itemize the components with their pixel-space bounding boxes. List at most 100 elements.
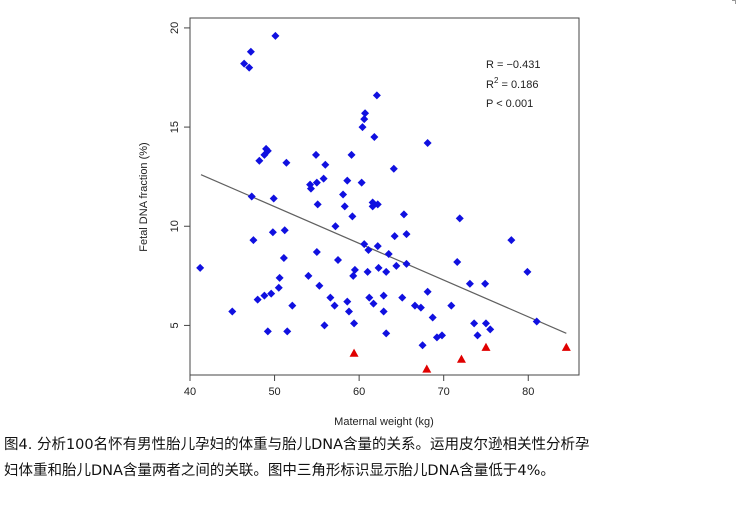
data-point-diamond: [343, 176, 352, 185]
data-marks: [196, 31, 571, 373]
x-tick-label: 70: [438, 386, 450, 398]
data-point-diamond: [372, 91, 381, 100]
data-point-diamond: [370, 133, 379, 141]
data-point-diamond: [364, 246, 373, 255]
data-point-diamond: [486, 325, 495, 334]
data-point-triangle: [422, 364, 432, 373]
y-tick-label: 10: [169, 220, 181, 232]
data-point-diamond: [481, 279, 490, 288]
data-point-diamond: [304, 271, 313, 280]
data-point-diamond: [473, 331, 482, 340]
data-point-diamond: [374, 263, 383, 272]
y-axis-label: Fetal DNA fraction (%): [138, 142, 150, 251]
data-point-diamond: [358, 123, 367, 132]
data-point-diamond: [379, 291, 388, 300]
data-point-diamond: [447, 301, 456, 310]
data-point-diamond: [245, 63, 254, 72]
data-point-diamond: [379, 307, 388, 316]
data-point-diamond: [319, 174, 328, 183]
data-point-diamond: [453, 257, 462, 266]
data-point-diamond: [315, 281, 324, 290]
data-point-diamond: [196, 263, 205, 272]
y-axis: 5 10 15 20: [169, 22, 190, 328]
data-point-diamond: [357, 178, 366, 187]
data-point-diamond: [271, 31, 280, 40]
regression-line: [200, 174, 567, 334]
data-point-diamond: [240, 59, 249, 68]
x-tick-label: 40: [184, 386, 196, 398]
data-point-diamond: [344, 307, 353, 316]
data-point-diamond: [507, 236, 516, 245]
data-point-diamond: [350, 319, 359, 328]
data-point-diamond: [275, 273, 284, 282]
data-point-diamond: [282, 158, 291, 167]
data-point-diamond: [402, 230, 411, 239]
data-point-triangle: [481, 342, 491, 351]
data-point-diamond: [423, 138, 432, 147]
plot-frame: [189, 17, 580, 376]
data-point-diamond: [392, 261, 401, 270]
data-point-diamond: [288, 301, 297, 310]
x-tick-label: 80: [522, 386, 534, 398]
corner-mark: [732, 0, 736, 4]
x-axis: 40 50 60 70 80: [184, 375, 534, 398]
data-point-diamond: [339, 190, 348, 199]
data-point-diamond: [399, 210, 408, 219]
data-point-diamond: [384, 250, 393, 259]
annotation-r: R = −0.431: [486, 59, 540, 71]
data-point-triangle: [456, 354, 466, 363]
data-point-diamond: [390, 232, 399, 241]
data-point-diamond: [365, 293, 374, 302]
data-point-diamond: [398, 293, 407, 302]
data-point-diamond: [279, 253, 288, 262]
data-point-diamond: [416, 303, 425, 312]
data-point-diamond: [326, 293, 335, 302]
data-point-diamond: [363, 267, 372, 276]
caption-line-2: 妇体重和胎儿DNA含量两者之间的关联。图中三角形标识显示胎儿DNA含量低于4%。: [4, 463, 555, 479]
data-point-diamond: [312, 178, 321, 187]
data-point-diamond: [373, 200, 382, 209]
data-point-diamond: [523, 267, 532, 276]
x-tick-label: 50: [268, 386, 280, 398]
x-axis-label: Maternal weight (kg): [334, 416, 434, 428]
data-point-diamond: [373, 242, 382, 251]
data-point-diamond: [268, 228, 277, 237]
data-point-diamond: [333, 255, 342, 264]
data-point-diamond: [306, 184, 315, 193]
annotation-p-value: P < 0.001: [486, 98, 533, 110]
caption-line-1: 图4. 分析100名怀有男性胎儿孕妇的体重与胎儿DNA含量的关系。运用皮尔逊相关…: [4, 437, 590, 453]
data-point-diamond: [360, 240, 369, 249]
y-tick-label: 5: [169, 322, 181, 328]
data-point-diamond: [348, 212, 357, 221]
data-point-diamond: [313, 200, 322, 209]
data-point-triangle: [349, 348, 359, 357]
data-point-diamond: [470, 319, 479, 328]
data-point-diamond: [428, 313, 437, 322]
data-point-diamond: [382, 267, 391, 276]
data-point-diamond: [423, 287, 432, 296]
data-point-diamond: [532, 317, 541, 326]
data-point-triangle: [561, 342, 571, 351]
data-point-diamond: [481, 319, 490, 328]
data-point-diamond: [340, 202, 349, 211]
figure-caption: 图4. 分析100名怀有男性胎儿孕妇的体重与胎儿DNA含量的关系。运用皮尔逊相关…: [4, 432, 732, 484]
data-point-diamond: [274, 283, 283, 292]
data-point-diamond: [331, 222, 340, 231]
data-point-diamond: [349, 271, 358, 280]
data-point-diamond: [382, 329, 391, 338]
x-tick-label: 60: [353, 386, 365, 398]
data-point-diamond: [260, 291, 269, 300]
y-tick-label: 15: [169, 121, 181, 133]
data-point-diamond: [246, 47, 255, 56]
data-point-diamond: [255, 156, 264, 165]
data-point-diamond: [361, 109, 370, 118]
data-point-diamond: [263, 146, 272, 155]
data-point-diamond: [389, 164, 398, 173]
data-point-diamond: [247, 192, 256, 201]
data-point-diamond: [312, 150, 321, 159]
data-point-diamond: [269, 194, 278, 203]
data-point-diamond: [343, 297, 352, 306]
data-point-diamond: [418, 341, 427, 350]
data-point-diamond: [253, 295, 262, 304]
